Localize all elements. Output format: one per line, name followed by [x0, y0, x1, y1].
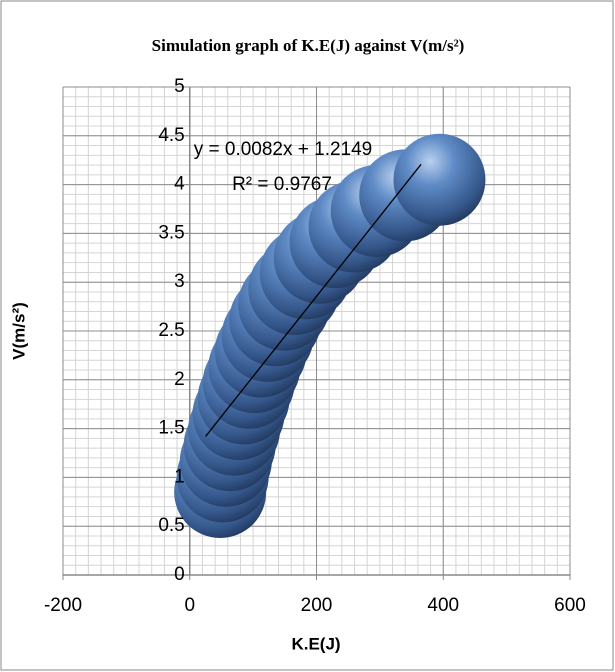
x-tick-label: 200: [301, 595, 333, 616]
x-tick-label: 400: [427, 595, 459, 616]
x-axis-title: K.E(J): [291, 634, 340, 653]
x-tick-label: 600: [554, 595, 586, 616]
x-tick-label: -200: [44, 595, 82, 616]
y-tick-label: 1.5: [158, 418, 184, 439]
y-tick-label: 2.5: [158, 320, 184, 341]
x-tick-label: 0: [184, 595, 195, 616]
y-tick-label: 1: [174, 466, 185, 487]
y-axis-title: V(m/s²): [9, 302, 28, 360]
y-tick-label: 3: [174, 271, 185, 292]
y-tick-label: 4: [174, 174, 185, 195]
trendline-equation: y = 0.0082x + 1.2149: [194, 139, 373, 160]
trendline-r-squared: R² = 0.9767: [232, 174, 332, 195]
bubble: [393, 133, 486, 226]
y-tick-label: 3.5: [158, 222, 184, 243]
y-tick-label: 0.5: [158, 515, 184, 536]
trendline: [205, 163, 422, 437]
chart-title: Simulation graph of K.E(J) against V(m/s…: [152, 36, 465, 55]
y-tick-label: 0: [174, 564, 185, 585]
y-tick-label: 5: [174, 76, 185, 97]
y-tick-label: 4.5: [158, 125, 184, 146]
y-tick-label: 2: [174, 369, 185, 390]
